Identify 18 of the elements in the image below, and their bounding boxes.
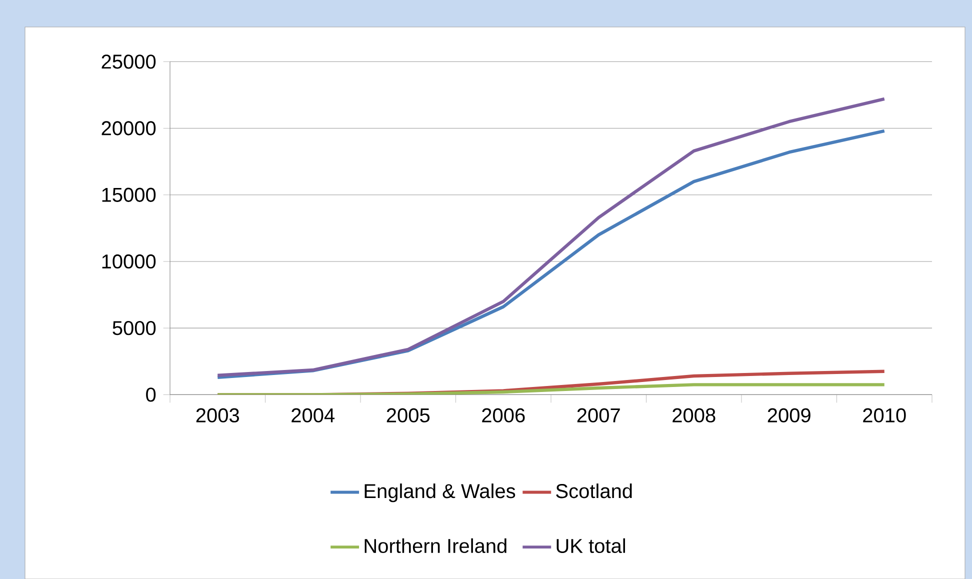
y-tick-label: 5000 (112, 320, 156, 336)
legend-label: Northern Ireland (364, 538, 506, 553)
y-tick-label: 0 (146, 387, 156, 402)
x-tick-label: 2007 (577, 408, 620, 422)
legend-label: UK total (556, 538, 626, 553)
legend-label: England & Wales (364, 483, 516, 502)
x-tick-label: 2008 (672, 408, 716, 422)
x-tick-label: 2003 (196, 408, 239, 422)
x-tick-label: 2006 (482, 408, 525, 422)
y-tick-label: 20000 (102, 121, 156, 136)
y-tick-label: 10000 (102, 254, 156, 268)
x-tick-label: 2005 (386, 408, 430, 422)
y-tick-label: 15000 (102, 188, 156, 202)
x-tick-label: 2009 (768, 408, 810, 422)
legend-label: Scotland (556, 483, 632, 498)
x-tick-label: 2004 (292, 408, 335, 422)
y-tick-label: 25000 (102, 54, 156, 69)
x-tick-label: 2010 (863, 408, 906, 422)
